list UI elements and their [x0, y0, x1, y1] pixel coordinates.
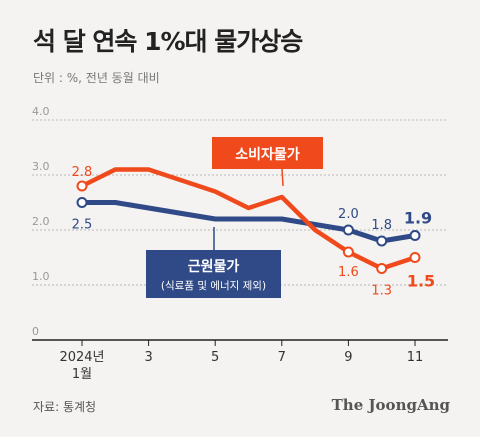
data-point	[342, 246, 354, 258]
x-tick-label: 2024년	[59, 350, 104, 365]
source-label: 자료: 통계청	[33, 400, 97, 414]
chart-title: 석 달 연속 1%대 물가상승	[33, 27, 303, 56]
data-label: 2.0	[338, 207, 359, 222]
series-line	[79, 167, 418, 271]
y-tick-label: 0	[32, 325, 39, 338]
legend-cpi-pointer	[281, 168, 284, 187]
legend-core-box	[146, 250, 281, 298]
data-point	[376, 235, 388, 247]
data-point	[76, 197, 88, 208]
data-label: 1.3	[371, 284, 392, 299]
x-tick-label: 1월	[72, 367, 92, 382]
y-tick-label: 1.0	[32, 270, 50, 283]
brand-logo: The JoongAng	[331, 396, 450, 414]
legend-cpi: 소비자물가	[212, 137, 323, 187]
data-label: 2.5	[72, 218, 93, 233]
data-label: 1.5	[407, 272, 435, 291]
legend-cpi-box	[212, 137, 323, 169]
x-tick-label: 7	[278, 350, 286, 365]
data-label: 2.8	[72, 165, 93, 180]
legend-cpi-label: 소비자물가	[235, 147, 300, 163]
series-line	[79, 200, 418, 244]
data-label: 1.6	[338, 265, 359, 280]
y-tick-label: 4.0	[32, 105, 50, 118]
data-point	[76, 180, 88, 192]
y-tick-label: 2.0	[32, 215, 50, 228]
data-point	[409, 230, 421, 241]
legend-core-label: 근원물가	[188, 259, 240, 275]
unit-label: 단위 : %, 전년 동월 대비	[33, 71, 160, 85]
data-point	[409, 252, 421, 263]
x-tick-label: 9	[344, 350, 352, 365]
x-tick-label: 11	[407, 350, 424, 365]
data-point	[342, 224, 354, 236]
data-point	[376, 263, 388, 274]
legend-core-sublabel: (식료품 및 에너지 제외)	[161, 280, 266, 292]
data-label: 1.9	[404, 209, 432, 228]
x-tick-label: 5	[211, 350, 219, 365]
y-tick-label: 3.0	[32, 160, 50, 173]
x-tick-label: 3	[144, 350, 152, 365]
legend-core: 근원물가 (식료품 및 에너지 제외)	[146, 227, 281, 298]
data-label: 1.8	[371, 218, 392, 233]
